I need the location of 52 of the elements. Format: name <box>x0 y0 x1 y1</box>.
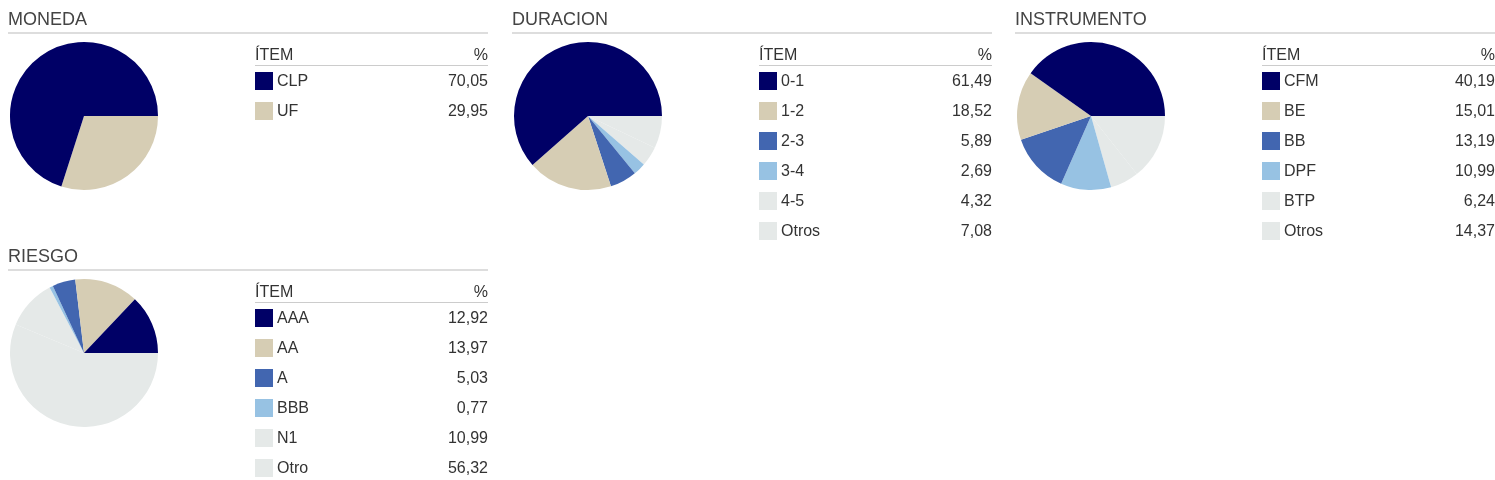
chart-title: INSTRUMENTO <box>1015 8 1495 34</box>
data-label: 2,69 <box>959 160 992 181</box>
data-label: 56,32 <box>446 457 488 478</box>
legend-label: 0-1 <box>781 70 806 91</box>
data-label: 61,49 <box>950 70 992 91</box>
legend-label: Otro <box>277 457 310 478</box>
text: % <box>472 45 488 65</box>
data-label: 13,97 <box>446 337 488 358</box>
legend-label: AAA <box>277 307 310 328</box>
data-label: 13,19 <box>1453 130 1495 151</box>
legend-label: UF <box>277 100 300 121</box>
legend-title: ÍTEM <box>759 45 799 65</box>
data-label: 12,92 <box>446 307 488 328</box>
data-label: 4,32 <box>959 190 992 211</box>
data-label: 0,77 <box>455 397 488 418</box>
legend-label: 3-4 <box>781 160 806 181</box>
legend-label: 2-3 <box>781 130 806 151</box>
legend-label: AA <box>277 337 300 358</box>
legend-label: N1 <box>277 427 299 448</box>
data-label: 5,03 <box>455 367 488 388</box>
legend-label: BTP <box>1284 190 1317 211</box>
data-label: 10,99 <box>1453 160 1495 181</box>
legend-label: DPF <box>1284 160 1317 181</box>
legend-label: A <box>277 367 289 388</box>
data-label: 10,99 <box>446 427 488 448</box>
chart-title: RIESGO <box>8 245 488 271</box>
data-label: 29,95 <box>446 100 488 121</box>
legend-label: BBB <box>277 397 310 418</box>
data-label: 5,89 <box>959 130 992 151</box>
legend-label: 4-5 <box>781 190 806 211</box>
data-label: 14,37 <box>1453 220 1495 241</box>
data-label: 7,08 <box>959 220 992 241</box>
legend-title: ÍTEM <box>1262 45 1302 65</box>
data-label: 18,52 <box>950 100 992 121</box>
chart-title: MONEDA <box>8 8 488 34</box>
legend-label: BE <box>1284 100 1307 121</box>
chart-title: DURACION <box>512 8 992 34</box>
legend-label: 1-2 <box>781 100 806 121</box>
legend-label: Otros <box>781 220 822 241</box>
data-label: 40,19 <box>1453 70 1495 91</box>
legend-label: CLP <box>277 70 310 91</box>
legend-title: ÍTEM <box>255 45 295 65</box>
data-label: 6,24 <box>1462 190 1495 211</box>
legend-title: ÍTEM <box>255 282 295 302</box>
data-label: 15,01 <box>1453 100 1495 121</box>
legend-label: CFM <box>1284 70 1320 91</box>
text: % <box>472 282 488 302</box>
legend-label: BB <box>1284 130 1307 151</box>
text: % <box>1479 45 1495 65</box>
text: % <box>976 45 992 65</box>
data-label: 70,05 <box>446 70 488 91</box>
legend-label: Otros <box>1284 220 1325 241</box>
